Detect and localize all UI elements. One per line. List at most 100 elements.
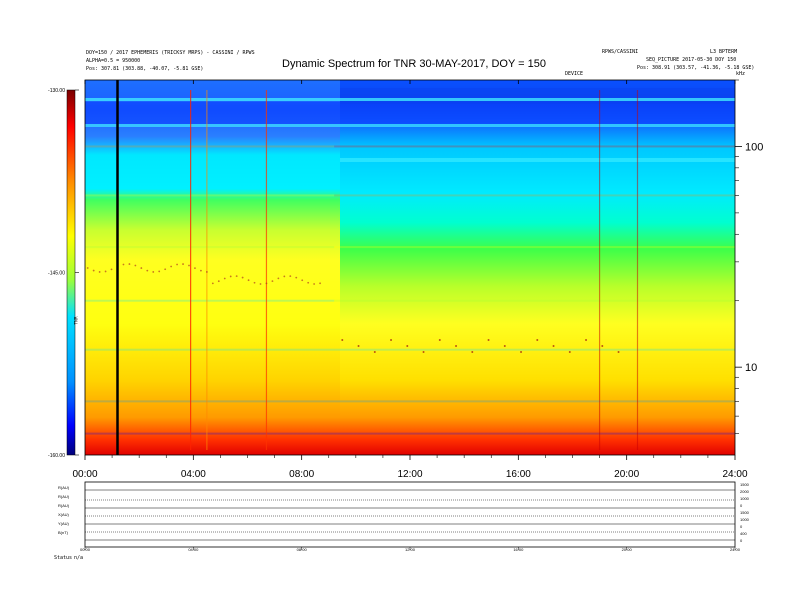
lower-left-label: R(AU) xyxy=(58,494,70,499)
lower-right-label: 0 xyxy=(740,538,743,543)
colorbar-ticks: -130.00 -145.00 -160.00 xyxy=(48,88,79,459)
emission-dot xyxy=(152,271,155,273)
lower-right-label: 0 xyxy=(740,524,743,529)
emission-dot xyxy=(164,268,167,271)
emission-dot xyxy=(122,263,125,266)
cyan-line xyxy=(85,124,735,127)
lower-panel: 00:00 04:00 08:00 12:00 16:00 20:00 24:00 R(AU)… xyxy=(58,481,750,552)
lower-panel-axis: 00:00 04:00 08:00 12:00 16:00 20:00 24:00 R(AU)… xyxy=(58,482,750,552)
lower-right-label: 1000 xyxy=(740,496,750,501)
x-tick-label: 20:00 xyxy=(614,469,639,480)
intensity-band-late xyxy=(334,145,735,148)
emission-dot xyxy=(92,269,95,272)
emission-dot xyxy=(259,283,262,285)
emission-dot xyxy=(247,279,250,282)
intensity-band-late xyxy=(334,246,735,249)
lower-x-tick-label: 00:00 xyxy=(80,547,91,552)
x-tick-label: 00:00 xyxy=(72,469,97,480)
emission-dot xyxy=(301,279,304,282)
intensity-band-early xyxy=(85,246,335,249)
lower-left-label: R(AU) xyxy=(58,503,70,508)
spectrum-streaks xyxy=(85,88,735,450)
emission-dot xyxy=(438,339,441,341)
emission-dot xyxy=(205,271,208,273)
y-axis: 100 10 xyxy=(735,79,763,434)
emission-dot xyxy=(307,281,310,284)
x-tick-label: 04:00 xyxy=(181,469,206,480)
header-right-line2: SEQ_PICTURE 2017-05-30 DOY 150 xyxy=(646,57,737,63)
intensity-band-early xyxy=(85,194,335,197)
emission-dot xyxy=(235,275,238,277)
intensity-band-early xyxy=(85,145,335,148)
emission-dot xyxy=(471,351,474,353)
lower-x-tick-label: 20:00 xyxy=(622,547,633,552)
colorbar-tick-label: -160.00 xyxy=(48,453,65,459)
emission-dot xyxy=(341,339,344,341)
x-tick-label: 24:00 xyxy=(722,469,747,480)
colorbar-label: TNR xyxy=(73,316,79,325)
emission-dot xyxy=(406,345,409,347)
emission-dot xyxy=(104,270,107,273)
spectrum-bands xyxy=(85,145,735,435)
lower-left-label: Y(AU) xyxy=(58,521,70,526)
emission-dot xyxy=(585,339,588,341)
emission-dot xyxy=(277,277,280,280)
header-right-tag: kHz xyxy=(736,71,746,77)
lower-left-label: B(nT) xyxy=(58,530,69,535)
emission-dot xyxy=(265,282,268,285)
lower-right-label: 1500 xyxy=(740,482,750,487)
intensity-band-early xyxy=(85,348,335,351)
intensity-band-late xyxy=(334,299,735,302)
x-tick-label: 12:00 xyxy=(397,469,422,480)
emission-dot xyxy=(146,269,149,272)
emission-dot xyxy=(503,345,506,347)
emission-dot xyxy=(568,351,571,353)
lower-right-label: 400 xyxy=(740,531,747,536)
emission-dot xyxy=(536,339,539,341)
lower-right-label: 2000 xyxy=(740,489,750,494)
emission-dot xyxy=(601,345,604,347)
cyan-line xyxy=(85,98,735,101)
emission-dot xyxy=(373,351,376,353)
emission-dot xyxy=(241,276,244,279)
intensity-band-early xyxy=(85,432,335,435)
footer-left: Status xyxy=(54,555,73,561)
spectrum-background-early xyxy=(85,80,340,455)
lower-right-label: 1000 xyxy=(740,517,750,522)
header-center-tag: DEVICE xyxy=(565,71,584,77)
lower-x-tick-label: 24:00 xyxy=(730,547,741,552)
emission-dot xyxy=(617,351,620,353)
emission-dot xyxy=(200,269,202,272)
upper-dark-band xyxy=(85,102,735,124)
emission-dot xyxy=(182,263,184,265)
emission-dot xyxy=(357,345,360,347)
intensity-band-late xyxy=(334,400,735,403)
emission-dot xyxy=(520,351,523,353)
emission-dot xyxy=(217,280,220,283)
emission-dot xyxy=(128,263,131,265)
header-right-line3: Pos: 308.91 (303.57, -41.36, -5.18 GSE) xyxy=(637,65,755,71)
cyan-line xyxy=(340,158,735,162)
emission-dot xyxy=(188,264,190,267)
lower-panel-traces xyxy=(85,489,735,541)
header-right-line1: RPWS/CASSINI xyxy=(602,49,639,55)
intensity-band-late xyxy=(334,348,735,351)
emission-dot xyxy=(313,283,316,285)
lower-left-label: X(AU) xyxy=(58,512,70,517)
y-tick-label: 100 xyxy=(745,141,763,153)
lower-x-tick-label: 12:00 xyxy=(405,547,416,552)
upper-dark-band-late xyxy=(340,88,735,104)
spectrogram-area xyxy=(84,79,736,456)
emission-dot xyxy=(390,339,393,341)
emission-dot xyxy=(170,265,173,268)
emission-dot xyxy=(211,282,214,285)
lower-x-tick-label: 08:00 xyxy=(297,547,308,552)
emission-dot xyxy=(319,282,321,285)
footer-left2: n/a xyxy=(74,555,84,561)
x-tick-label: 16:00 xyxy=(506,469,531,480)
lower-right-label: 1500 xyxy=(740,510,750,515)
colorbar-tick-label: -130.00 xyxy=(48,88,65,94)
lower-x-tick-label: 16:00 xyxy=(513,547,524,552)
emission-dot xyxy=(271,280,274,283)
emission-dot xyxy=(253,281,256,284)
